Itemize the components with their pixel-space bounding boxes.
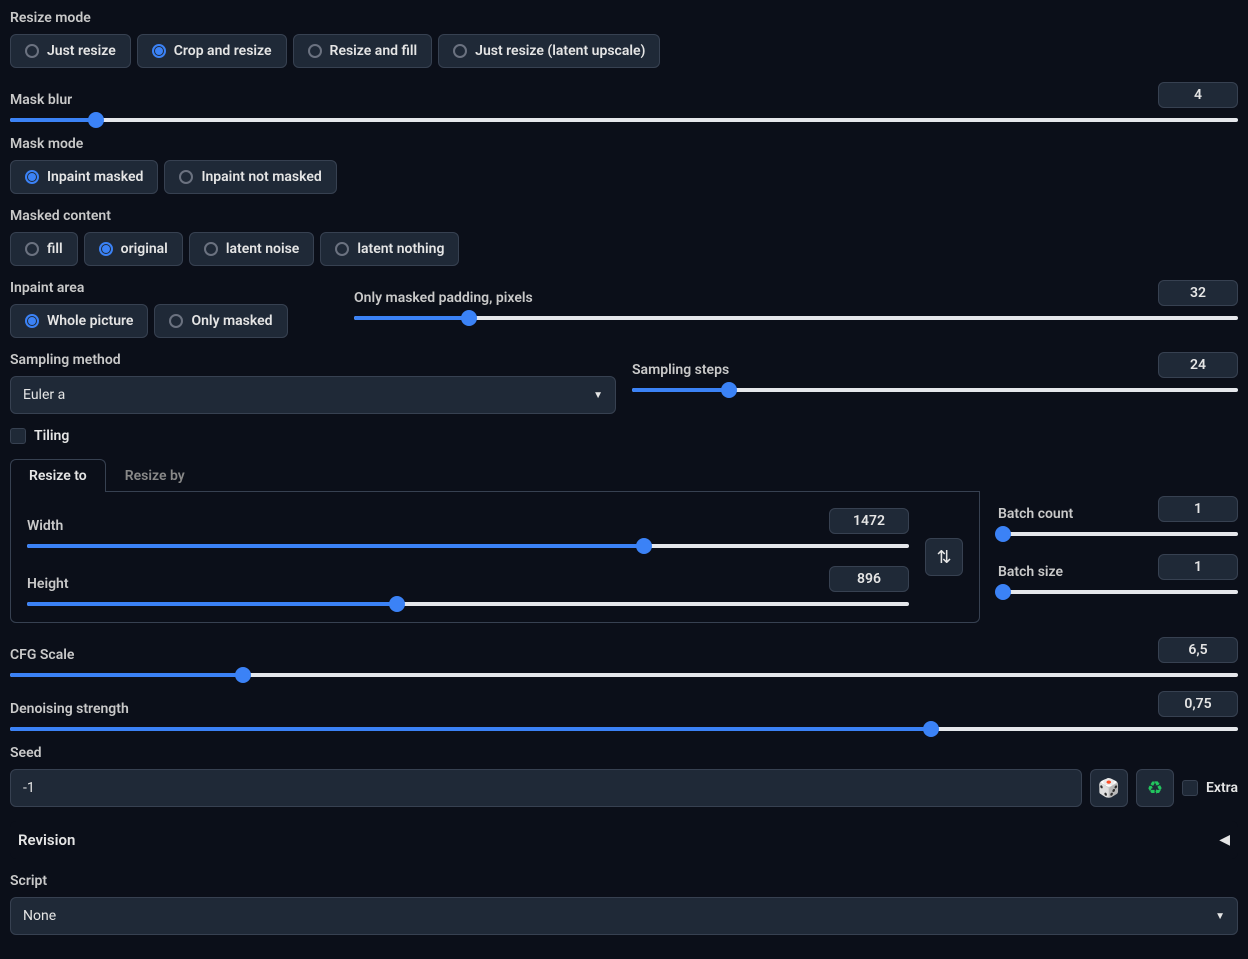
denoising-value[interactable]: 0,75: [1158, 691, 1238, 717]
mask-mode-group: Inpaint masked Inpaint not masked: [10, 160, 1238, 194]
resize-mode-option-3[interactable]: Just resize (latent upscale): [438, 34, 660, 68]
tiling-checkbox[interactable]: [10, 428, 26, 444]
cfg-scale-value[interactable]: 6,5: [1158, 637, 1238, 663]
inpaint-area-label: Inpaint area: [10, 280, 330, 296]
tab-resize-by[interactable]: Resize by: [106, 459, 204, 492]
inpaint-area-section: Inpaint area Whole picture Only masked: [10, 280, 330, 338]
width-slider[interactable]: [27, 544, 909, 548]
batch-size-section: Batch size 1: [998, 554, 1238, 594]
mask-mode-option-1[interactable]: Inpaint not masked: [164, 160, 336, 194]
batch-size-value[interactable]: 1: [1158, 554, 1238, 580]
revision-title: Revision: [18, 831, 75, 849]
sampling-steps-label: Sampling steps: [632, 362, 729, 378]
swap-icon: ⇅: [936, 547, 951, 568]
only-masked-padding-label: Only masked padding, pixels: [354, 290, 533, 306]
only-masked-padding-section: Only masked padding, pixels 32: [354, 280, 1238, 338]
chevron-down-icon: ▼: [593, 390, 603, 401]
cfg-scale-section: CFG Scale 6,5: [10, 637, 1238, 677]
batch-size-label: Batch size: [998, 564, 1063, 580]
seed-label: Seed: [10, 745, 1238, 761]
mask-mode-label: Mask mode: [10, 136, 1238, 152]
seed-input[interactable]: -1: [10, 769, 1082, 807]
mask-blur-value[interactable]: 4: [1158, 82, 1238, 108]
width-value[interactable]: 1472: [829, 508, 909, 534]
inpaint-area-group: Whole picture Only masked: [10, 304, 330, 338]
resize-tab-content: Width 1472 Height 896: [10, 492, 980, 623]
resize-mode-group: Just resize Crop and resize Resize and f…: [10, 34, 1238, 68]
extra-checkbox[interactable]: [1182, 780, 1198, 796]
only-masked-padding-value[interactable]: 32: [1158, 280, 1238, 306]
sampling-row: Sampling method Euler a ▼ Sampling steps…: [10, 352, 1238, 414]
sampling-steps-slider[interactable]: [632, 388, 1238, 392]
seed-section: Seed -1 🎲 ♻ Extra: [10, 745, 1238, 807]
script-section: Script None ▼: [10, 873, 1238, 935]
revision-accordion[interactable]: Revision ◀: [10, 821, 1238, 859]
extra-label: Extra: [1206, 780, 1238, 796]
denoising-section: Denoising strength 0,75: [10, 691, 1238, 731]
batch-column: Batch count 1 Batch size 1: [998, 458, 1238, 623]
triangle-left-icon: ◀: [1219, 832, 1230, 848]
width-label: Width: [27, 518, 63, 534]
masked-content-label: Masked content: [10, 208, 1238, 224]
tab-resize-to[interactable]: Resize to: [10, 459, 106, 492]
sampling-steps-section: Sampling steps 24: [632, 352, 1238, 414]
resize-tabs: Resize to Resize by: [10, 458, 980, 492]
only-masked-padding-slider[interactable]: [354, 316, 1238, 320]
height-row: Height 896: [27, 566, 909, 606]
resize-mode-option-1[interactable]: Crop and resize: [137, 34, 287, 68]
tiling-section: Tiling: [10, 428, 1238, 444]
resize-mode-section: Resize mode Just resize Crop and resize …: [10, 10, 1238, 68]
swap-dimensions-button[interactable]: ⇅: [925, 538, 963, 576]
height-label: Height: [27, 576, 69, 592]
masked-content-option-3[interactable]: latent nothing: [320, 232, 459, 266]
masked-content-option-1[interactable]: original: [84, 232, 183, 266]
masked-content-section: Masked content fill original latent nois…: [10, 208, 1238, 266]
height-value[interactable]: 896: [829, 566, 909, 592]
tiling-label: Tiling: [34, 428, 69, 444]
dice-icon: 🎲: [1098, 778, 1120, 799]
cfg-scale-label: CFG Scale: [10, 647, 74, 663]
sampling-method-select[interactable]: Euler a ▼: [10, 376, 616, 414]
recycle-icon: ♻: [1147, 778, 1163, 799]
inpaint-row: Inpaint area Whole picture Only masked O…: [10, 280, 1238, 338]
batch-count-slider[interactable]: [998, 532, 1238, 536]
masked-content-option-0[interactable]: fill: [10, 232, 78, 266]
denoising-slider[interactable]: [10, 727, 1238, 731]
resize-batch-container: Resize to Resize by Width 1472: [10, 458, 1238, 623]
masked-content-group: fill original latent noise latent nothin…: [10, 232, 1238, 266]
chevron-down-icon: ▼: [1215, 911, 1225, 922]
sampling-method-section: Sampling method Euler a ▼: [10, 352, 616, 414]
mask-blur-section: Mask blur 4: [10, 82, 1238, 122]
inpaint-area-option-1[interactable]: Only masked: [154, 304, 287, 338]
sampling-steps-value[interactable]: 24: [1158, 352, 1238, 378]
random-seed-button[interactable]: 🎲: [1090, 769, 1128, 807]
mask-blur-label: Mask blur: [10, 92, 72, 108]
inpaint-area-option-0[interactable]: Whole picture: [10, 304, 148, 338]
batch-count-value[interactable]: 1: [1158, 496, 1238, 522]
resize-mode-option-2[interactable]: Resize and fill: [293, 34, 433, 68]
mask-blur-slider[interactable]: [10, 118, 1238, 122]
mask-mode-option-0[interactable]: Inpaint masked: [10, 160, 158, 194]
masked-content-option-2[interactable]: latent noise: [189, 232, 315, 266]
denoising-label: Denoising strength: [10, 701, 129, 717]
batch-count-section: Batch count 1: [998, 496, 1238, 536]
resize-mode-option-0[interactable]: Just resize: [10, 34, 131, 68]
reuse-seed-button[interactable]: ♻: [1136, 769, 1174, 807]
batch-count-label: Batch count: [998, 506, 1073, 522]
script-label: Script: [10, 873, 1238, 889]
resize-mode-label: Resize mode: [10, 10, 1238, 26]
batch-size-slider[interactable]: [998, 590, 1238, 594]
resize-tabs-section: Resize to Resize by Width 1472: [10, 458, 980, 623]
cfg-scale-slider[interactable]: [10, 673, 1238, 677]
width-row: Width 1472: [27, 508, 909, 548]
sampling-method-label: Sampling method: [10, 352, 616, 368]
mask-mode-section: Mask mode Inpaint masked Inpaint not mas…: [10, 136, 1238, 194]
script-select[interactable]: None ▼: [10, 897, 1238, 935]
height-slider[interactable]: [27, 602, 909, 606]
